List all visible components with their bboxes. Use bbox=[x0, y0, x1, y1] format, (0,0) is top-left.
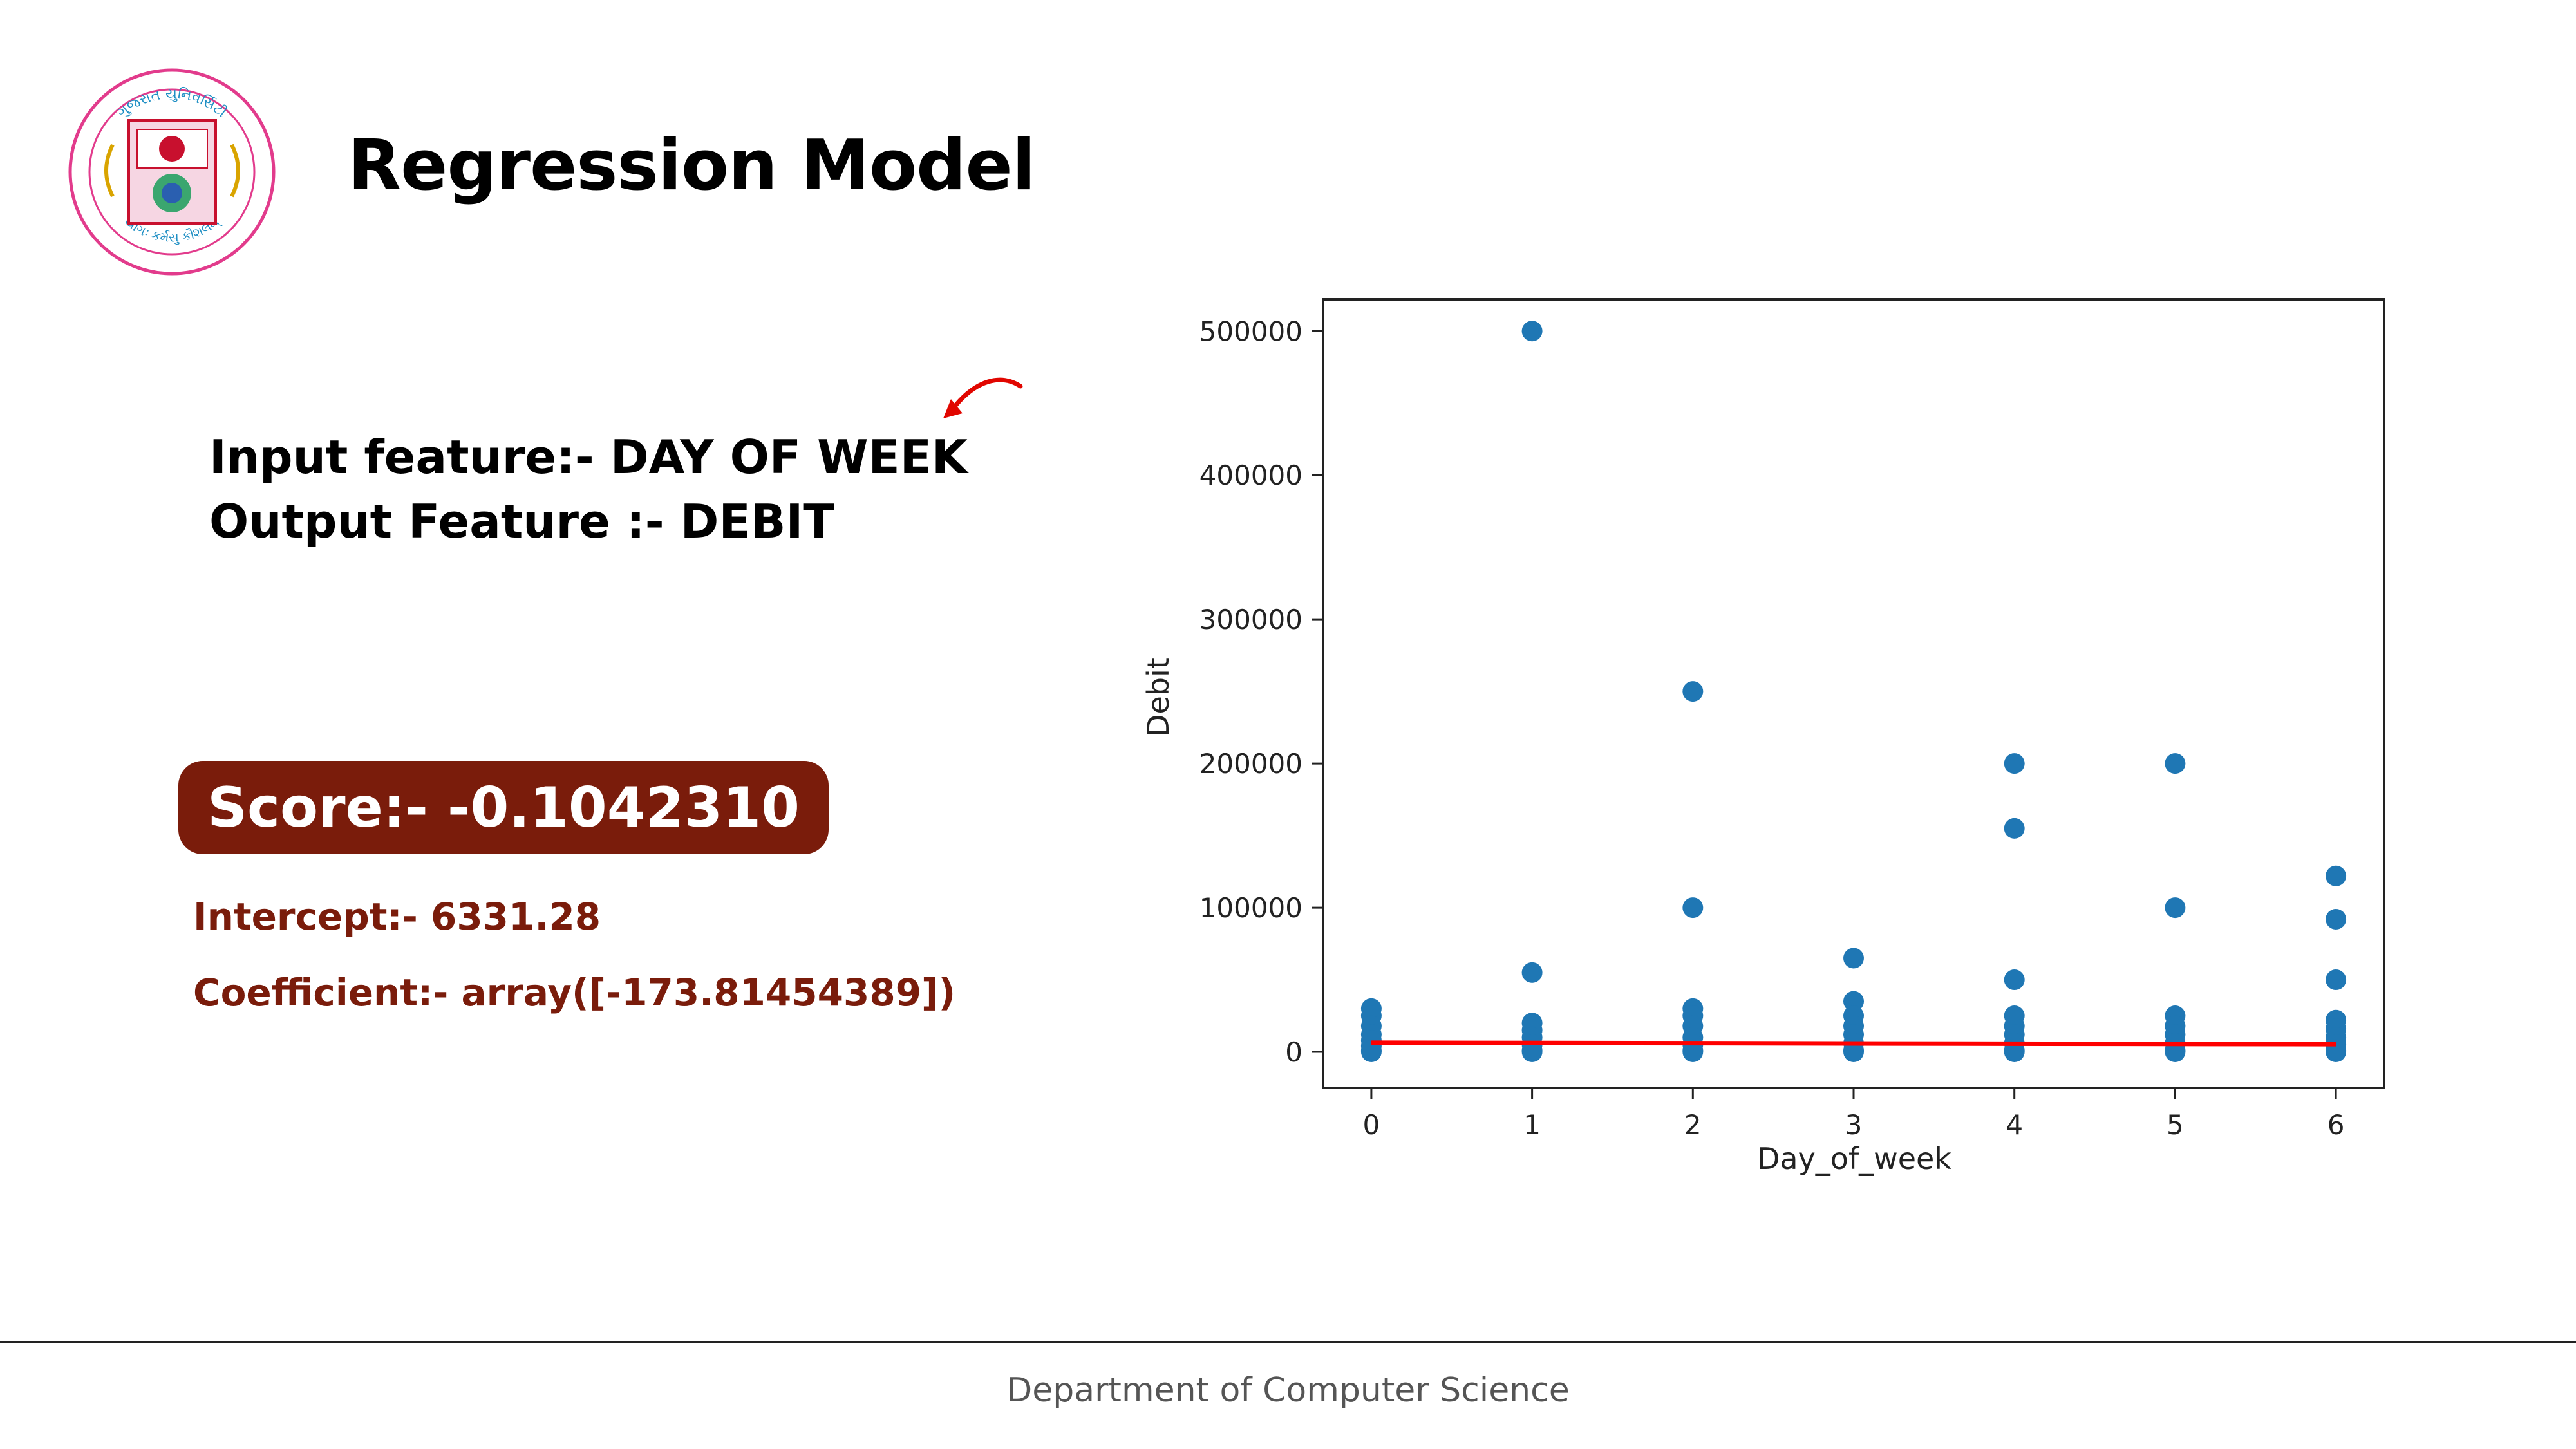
data-point bbox=[2326, 969, 2347, 991]
x-tick-label: 6 bbox=[2327, 1109, 2345, 1141]
y-tick-label: 500000 bbox=[1199, 315, 1302, 347]
x-tick-label: 1 bbox=[1523, 1109, 1541, 1141]
data-point bbox=[2326, 865, 2347, 886]
data-point bbox=[1682, 681, 1704, 702]
footer-text: Department of Computer Science bbox=[1006, 1371, 1570, 1410]
coefficient-text: Coefficient:- array([-173.81454389]) bbox=[193, 971, 956, 1014]
data-point bbox=[2004, 1042, 2025, 1063]
plot-area bbox=[1322, 298, 2385, 1089]
regression-line bbox=[1371, 1040, 2336, 1047]
y-axis-label: Debit bbox=[1141, 657, 1176, 737]
data-point bbox=[2004, 818, 2025, 839]
input-feature-text: Input feature:- DAY OF WEEK bbox=[209, 430, 968, 484]
data-point bbox=[1843, 991, 1864, 1012]
y-tick-label: 100000 bbox=[1199, 892, 1302, 924]
data-point bbox=[2165, 897, 2186, 919]
y-tick-label: 300000 bbox=[1199, 604, 1302, 635]
x-tick-label: 4 bbox=[2006, 1109, 2023, 1141]
university-logo: ગુજરાત યુનિવર્સિટી યોગઃ કર્મસુ કૌશલમ્ bbox=[68, 68, 276, 276]
x-axis-label: Day_of_week bbox=[1757, 1141, 1951, 1176]
y-axis: 0 100000 200000 300000 400000 500000 bbox=[1199, 315, 1323, 1068]
regression-line-group bbox=[1371, 1040, 2336, 1047]
score-badge: Score:- -0.1042310 bbox=[178, 761, 829, 854]
y-tick-label: 400000 bbox=[1199, 460, 1302, 491]
data-point bbox=[2326, 908, 2347, 930]
data-point bbox=[1843, 1042, 1864, 1063]
output-feature-text: Output Feature :- DEBIT bbox=[209, 494, 835, 548]
curved-arrow-icon bbox=[943, 377, 1023, 418]
x-tick-label: 0 bbox=[1363, 1109, 1380, 1141]
intercept-text: Intercept:- 6331.28 bbox=[193, 895, 601, 939]
x-tick-label: 2 bbox=[1684, 1109, 1702, 1141]
y-tick-label: 200000 bbox=[1199, 748, 1302, 780]
data-point bbox=[1521, 1042, 1543, 1063]
page-title: Regression Model bbox=[348, 126, 1036, 206]
data-point bbox=[1682, 1042, 1704, 1063]
data-point bbox=[1521, 962, 1543, 983]
y-tick-label: 0 bbox=[1285, 1036, 1302, 1068]
x-axis: 0 1 2 3 4 5 6 bbox=[1363, 1088, 2345, 1141]
footer-divider bbox=[0, 1341, 2576, 1343]
x-tick-label: 3 bbox=[1845, 1109, 1863, 1141]
data-point bbox=[2004, 753, 2025, 774]
data-point bbox=[1360, 1042, 1382, 1063]
data-point bbox=[2165, 1042, 2186, 1063]
data-point bbox=[2004, 969, 2025, 991]
data-point bbox=[2326, 1042, 2347, 1063]
data-point bbox=[1682, 897, 1704, 919]
data-point bbox=[2165, 753, 2186, 774]
data-point bbox=[1521, 321, 1543, 342]
x-tick-label: 5 bbox=[2167, 1109, 2184, 1141]
data-point bbox=[1843, 948, 1864, 969]
data-points bbox=[1360, 321, 2347, 1063]
score-text: Score:- -0.1042310 bbox=[207, 775, 800, 840]
